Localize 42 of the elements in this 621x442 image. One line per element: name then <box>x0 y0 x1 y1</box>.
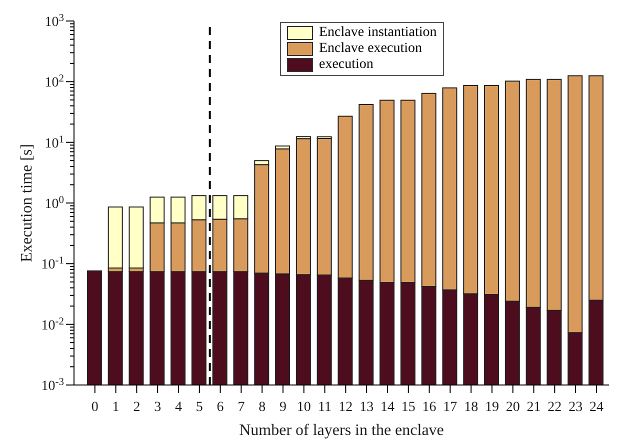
legend-label: execution <box>319 57 374 73</box>
y-tick-label: 10$^{-3}$ <box>41 376 64 394</box>
x-tick-label: 10 <box>296 400 311 415</box>
x-tick-label: 9 <box>279 400 286 415</box>
x-tick-label: 15 <box>401 400 416 415</box>
x-tick-label: 1 <box>112 400 120 415</box>
x-tick-label: 11 <box>318 400 332 415</box>
x-tick-label: 0 <box>91 400 98 415</box>
x-tick-label: 3 <box>154 400 162 415</box>
x-axis-title: Number of layers in the enclave <box>239 422 444 439</box>
x-tick-label: 20 <box>506 400 520 415</box>
x-tick-label: 6 <box>216 400 224 415</box>
x-tick-label: 16 <box>422 400 436 415</box>
x-tick-label: 8 <box>258 400 266 415</box>
x-tick-label: 13 <box>360 400 374 415</box>
x-tick-label: 17 <box>443 400 458 415</box>
x-tick-label: 21 <box>526 400 541 415</box>
x-tick-label: 4 <box>174 400 182 415</box>
x-tick-label: 22 <box>548 400 562 415</box>
y-tick-label: 10$^{0}$ <box>44 194 64 212</box>
bar <box>128 206 144 268</box>
y-axis-title: Execution time [s] <box>18 144 36 262</box>
x-tick-label: 18 <box>464 400 478 415</box>
y-tick-label: 10$^{-1}$ <box>41 255 64 273</box>
legend-label: Enclave instantiation <box>319 25 437 41</box>
y-tick-label: 10$^{1}$ <box>44 134 64 152</box>
bar <box>86 270 102 385</box>
x-tick-label: 23 <box>568 400 583 415</box>
x-tick-label: 2 <box>133 400 140 415</box>
bar <box>108 206 123 268</box>
bar <box>128 271 144 385</box>
x-tick-label: 14 <box>380 400 394 415</box>
x-tick-label: 19 <box>484 400 499 415</box>
legend-label: Enclave execution <box>319 41 422 57</box>
y-tick-label: 10$^{3}$ <box>44 12 64 30</box>
bar <box>108 271 123 385</box>
y-tick-label: 10$^{-2}$ <box>41 316 64 334</box>
y-tick-label: 10$^{2}$ <box>44 73 64 91</box>
x-tick-label: 12 <box>338 400 353 415</box>
x-tick-label: 7 <box>238 400 245 415</box>
x-tick-label: 5 <box>196 400 203 415</box>
x-tick-label: 24 <box>589 400 604 415</box>
